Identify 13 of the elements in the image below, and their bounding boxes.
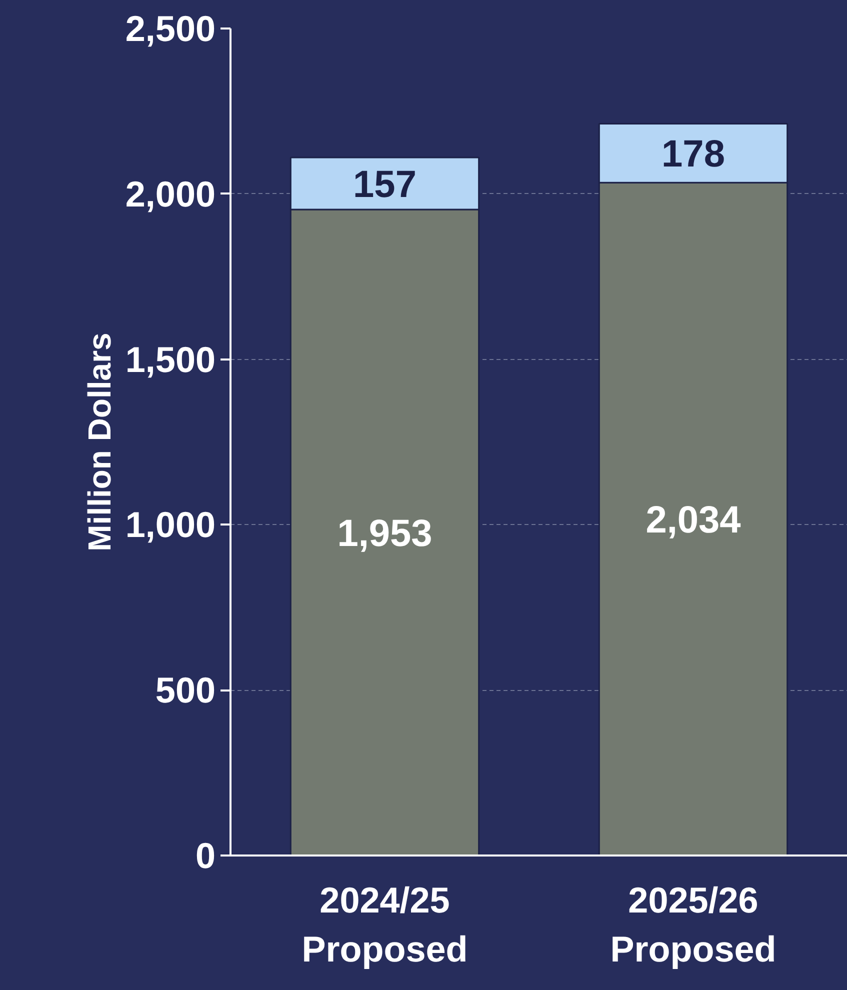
data-label: 157 (353, 164, 416, 206)
y-tick-label: 0 (195, 835, 216, 876)
data-label: 2,034 (646, 500, 741, 542)
data-label: 1,953 (337, 512, 432, 555)
y-tick-label: 1,500 (125, 338, 216, 380)
x-tick-label: 2025/26 Proposed (610, 880, 776, 970)
x-tick-label: 2024/25 Proposed (302, 880, 468, 970)
y-tick-label: 2,000 (125, 173, 216, 214)
data-label: 178 (662, 134, 725, 176)
y-tick-label: 500 (155, 670, 216, 711)
y-tick-label: 1,000 (125, 504, 216, 546)
y-tick-label: 2,500 (125, 8, 216, 49)
y-axis-title: Million Dollars (81, 332, 118, 552)
